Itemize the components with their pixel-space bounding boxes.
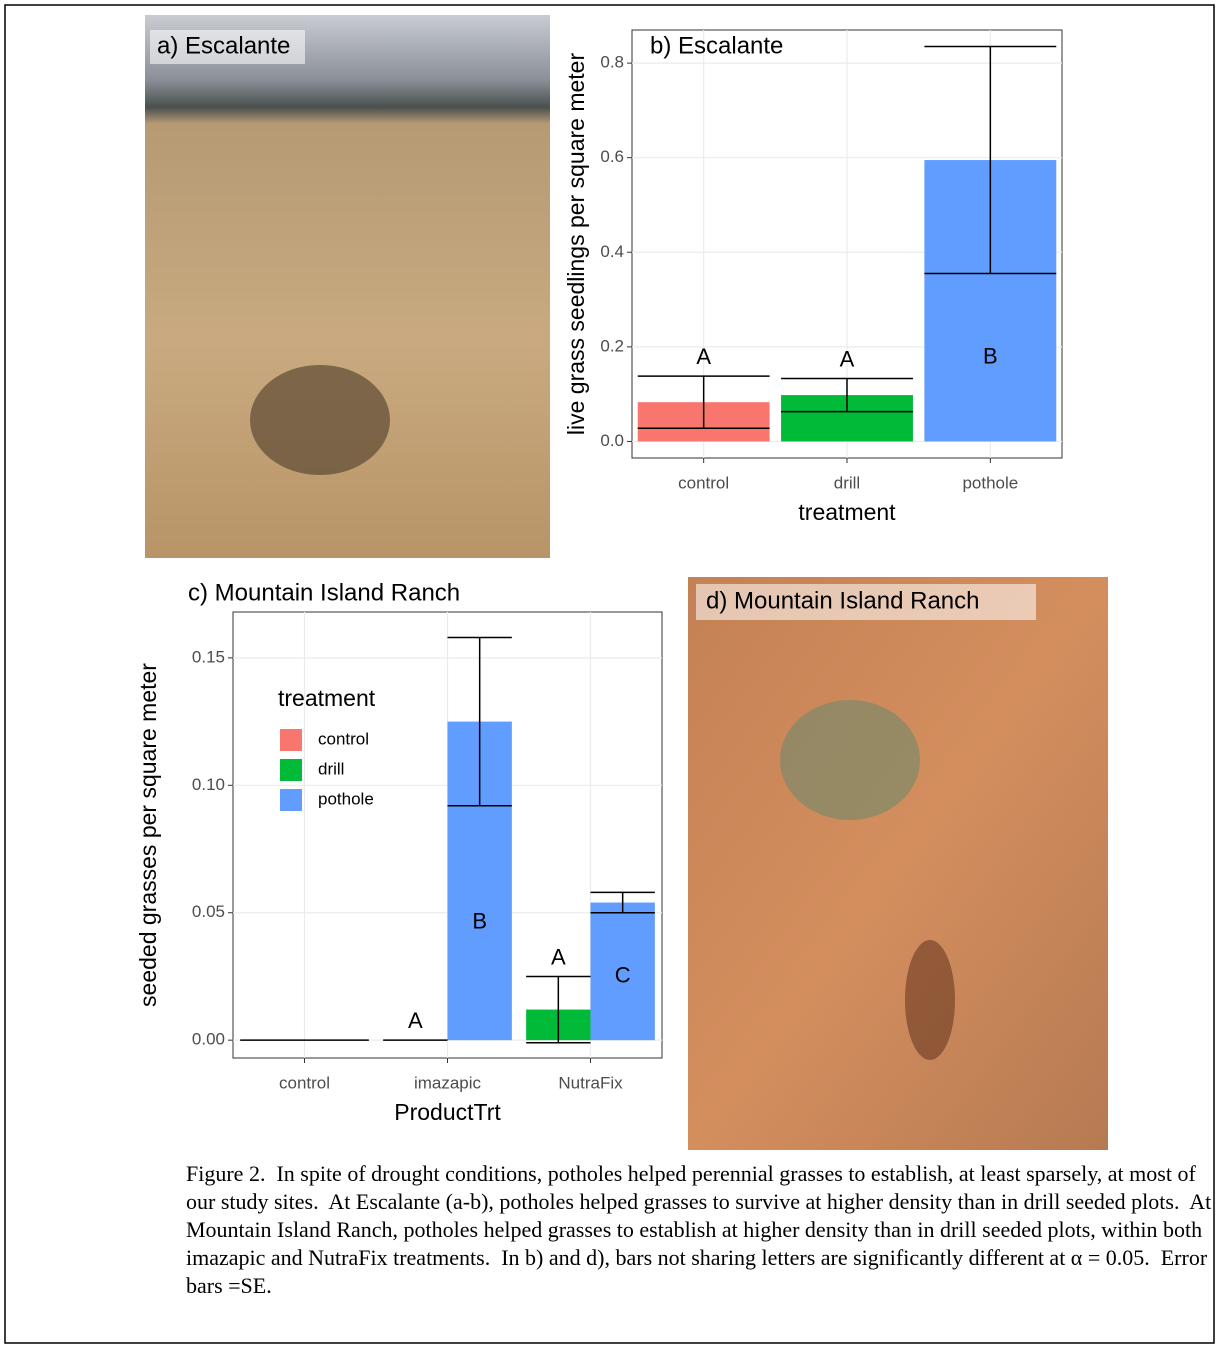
x-axis-title: treatment [798, 499, 896, 525]
significance-letter: A [696, 344, 711, 369]
x-tick-label: control [678, 473, 729, 492]
error-bar [924, 45, 1057, 275]
y-tick-label: 0.10 [192, 775, 225, 794]
significance-letter: B [472, 909, 487, 934]
legend-key [280, 729, 302, 751]
y-tick-label: 0.2 [600, 336, 624, 355]
significance-letter: B [983, 343, 998, 368]
y-tick-label: 0.0 [600, 431, 624, 450]
figure-border [4, 4, 1215, 1344]
significance-letter: A [408, 1008, 423, 1033]
legend-key [280, 759, 302, 781]
x-tick-label: drill [834, 473, 860, 492]
y-axis-title: live grass seedlings per square meter [563, 53, 589, 436]
photo-label: d) Mountain Island Ranch [706, 587, 980, 614]
error-bar [447, 636, 512, 807]
photo-hole [905, 940, 955, 1060]
significance-letter: A [840, 346, 855, 371]
y-tick-label: 0.15 [192, 647, 225, 666]
x-tick-label: control [279, 1073, 330, 1092]
y-tick-label: 0.00 [192, 1030, 225, 1049]
error-bar [781, 377, 913, 413]
significance-letter: C [615, 962, 631, 987]
chart-title: c) Mountain Island Ranch [188, 579, 460, 606]
significance-letter: A [551, 944, 566, 969]
error-bar [637, 375, 770, 429]
legend-label: drill [318, 759, 344, 778]
legend-label: control [318, 729, 369, 748]
y-tick-label: 0.6 [600, 147, 624, 166]
photo-label-bg [150, 30, 305, 64]
y-tick-label: 0.05 [192, 902, 225, 921]
chart-title: b) Escalante [650, 32, 783, 59]
x-axis-title: ProductTrt [394, 1099, 501, 1125]
y-tick-label: 0.8 [600, 53, 624, 72]
photo-label-bg [696, 584, 1036, 620]
legend-title: treatment [278, 685, 376, 711]
photo-grass [780, 700, 920, 820]
y-tick-label: 0.4 [600, 242, 624, 261]
photo-label: a) Escalante [157, 32, 290, 59]
error-bar [526, 975, 591, 1044]
photo-mountain-island [688, 577, 1108, 1150]
y-axis-title: seeded grasses per square meter [135, 663, 161, 1007]
photo-escalante [145, 15, 550, 558]
legend-key [280, 789, 302, 811]
x-tick-label: pothole [962, 473, 1018, 492]
x-tick-label: imazapic [414, 1073, 482, 1092]
x-tick-label: NutraFix [558, 1073, 623, 1092]
legend-label: pothole [318, 789, 374, 808]
photo-shrub [250, 365, 390, 475]
bar [590, 902, 655, 1041]
caption: Figure 2. In spite of drought conditions… [186, 1161, 1217, 1298]
error-bar [590, 891, 655, 914]
